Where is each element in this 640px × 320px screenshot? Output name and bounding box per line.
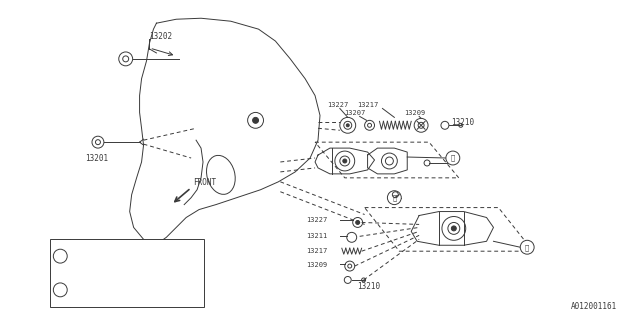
- Circle shape: [451, 226, 456, 231]
- Circle shape: [253, 117, 259, 123]
- Text: 13217: 13217: [357, 102, 378, 108]
- Text: ①: ①: [58, 253, 62, 260]
- Circle shape: [343, 159, 347, 163]
- Text: ②: ②: [392, 194, 396, 201]
- Text: 13202: 13202: [150, 32, 173, 41]
- Text: 13207: 13207: [344, 110, 365, 116]
- Text: 13209: 13209: [306, 262, 328, 268]
- Text: 13392  (-’07MY0704): 13392 (-’07MY0704): [73, 278, 149, 285]
- Circle shape: [446, 151, 460, 165]
- Circle shape: [387, 191, 401, 204]
- Circle shape: [381, 153, 397, 169]
- Text: 13217: 13217: [306, 248, 328, 254]
- Text: FRONT: FRONT: [193, 178, 216, 187]
- Text: A70862(-’05MY0505): A70862(-’05MY0505): [73, 244, 145, 251]
- Text: 13227: 13227: [327, 102, 348, 108]
- Text: 13209: 13209: [404, 110, 426, 116]
- Text: ②: ②: [58, 286, 62, 293]
- Text: 13227: 13227: [306, 218, 328, 223]
- Circle shape: [365, 120, 374, 130]
- Circle shape: [442, 217, 466, 240]
- Text: A20878(’07MY0704-): A20878(’07MY0704-): [73, 295, 145, 301]
- Text: 13210: 13210: [356, 282, 380, 292]
- Text: ①: ①: [451, 155, 455, 161]
- Text: 13201: 13201: [85, 154, 108, 163]
- Text: A012001161: A012001161: [571, 302, 618, 311]
- Bar: [51, 239, 204, 307]
- Text: 13210: 13210: [451, 118, 474, 127]
- Text: 13211: 13211: [306, 233, 328, 239]
- Text: ①: ①: [525, 244, 529, 251]
- Circle shape: [53, 283, 67, 297]
- Circle shape: [356, 220, 360, 224]
- Text: 13392  (’06MY0504-): 13392 (’06MY0504-): [73, 261, 149, 268]
- Circle shape: [346, 124, 349, 127]
- Circle shape: [335, 151, 355, 171]
- Circle shape: [414, 118, 428, 132]
- Circle shape: [340, 117, 356, 133]
- Circle shape: [53, 249, 67, 263]
- Circle shape: [520, 240, 534, 254]
